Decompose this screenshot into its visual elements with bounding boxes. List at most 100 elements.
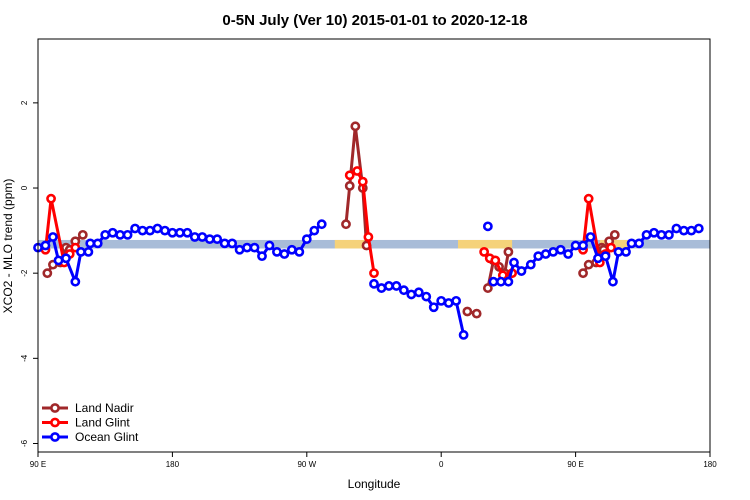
data-point xyxy=(678,225,689,236)
data-point xyxy=(344,170,355,181)
series-ocean-glint xyxy=(33,219,704,340)
y-tick-label: 2 xyxy=(20,100,29,105)
data-point xyxy=(391,281,402,291)
data-point xyxy=(83,246,94,257)
legend-marker xyxy=(50,403,60,413)
data-point xyxy=(593,253,603,264)
data-point xyxy=(174,227,185,238)
data-point xyxy=(42,268,53,279)
data-point xyxy=(130,223,140,234)
x-axis: 90 E 180 90 W 0 90 E 180 xyxy=(30,452,717,469)
data-point xyxy=(563,249,574,259)
series-land-nadir xyxy=(42,121,620,319)
legend-label: Land Nadir xyxy=(75,401,134,415)
data-point xyxy=(363,232,374,242)
data-point xyxy=(583,259,594,270)
data-point xyxy=(606,242,616,253)
data-point xyxy=(350,121,361,132)
chart-title: 0-5N July (Ver 10) 2015-01-01 to 2020-12… xyxy=(222,12,527,29)
data-point xyxy=(352,166,363,176)
x-tick-label: 90 W xyxy=(297,460,316,469)
ocean-band xyxy=(38,239,710,249)
y-tick-label: 0 xyxy=(20,185,29,190)
data-point xyxy=(279,249,290,259)
data-point xyxy=(406,289,417,300)
data-point xyxy=(609,229,620,240)
data-point xyxy=(656,229,667,240)
data-point xyxy=(212,234,223,245)
data-point xyxy=(53,255,64,266)
data-point xyxy=(608,276,618,287)
data-point xyxy=(413,287,424,298)
data-point xyxy=(686,225,697,236)
data-point xyxy=(578,268,588,279)
data-point xyxy=(621,246,631,257)
data-point xyxy=(61,253,71,264)
y-tick-label: -6 xyxy=(20,439,29,447)
data-point xyxy=(548,246,559,257)
data-point xyxy=(115,229,126,240)
data-point xyxy=(145,225,155,236)
data-point xyxy=(227,238,238,249)
data-point xyxy=(671,223,682,234)
data-point xyxy=(137,225,148,236)
data-point xyxy=(613,246,624,257)
y-tick-label: -2 xyxy=(20,269,29,277)
data-point xyxy=(503,276,514,287)
data-point xyxy=(471,308,482,319)
data-point xyxy=(257,251,267,262)
data-point xyxy=(341,219,351,230)
data-point xyxy=(376,283,387,293)
data-point xyxy=(490,255,501,266)
data-point xyxy=(641,229,652,240)
data-point xyxy=(496,276,506,287)
data-point xyxy=(219,238,230,249)
data-point xyxy=(626,238,637,249)
plot-frame xyxy=(37,38,711,453)
data-point xyxy=(479,246,490,257)
data-point xyxy=(286,244,297,255)
data-point xyxy=(525,259,536,270)
data-point xyxy=(540,249,551,259)
data-point xyxy=(160,225,170,236)
y-axis-label: XCO2 - MLO trend (ppm) xyxy=(1,179,15,314)
data-point xyxy=(316,219,327,230)
data-point xyxy=(533,251,544,262)
data-point xyxy=(48,232,58,242)
data-point xyxy=(369,278,379,289)
data-point xyxy=(578,240,588,251)
data-point xyxy=(509,257,519,268)
data-point xyxy=(583,193,594,204)
data-point xyxy=(398,285,409,296)
data-point xyxy=(234,244,245,255)
data-point xyxy=(92,238,103,249)
data-point xyxy=(249,242,260,253)
data-point xyxy=(443,298,454,308)
land-band-segment xyxy=(334,239,365,249)
data-point xyxy=(634,238,644,249)
data-point xyxy=(384,281,394,291)
data-point xyxy=(488,276,499,287)
data-point xyxy=(462,306,473,317)
legend-label: Ocean Glint xyxy=(75,430,139,444)
data-point xyxy=(649,227,659,238)
data-point xyxy=(122,229,133,240)
data-point xyxy=(294,246,305,257)
data-point xyxy=(516,266,527,276)
data-point xyxy=(189,232,200,242)
x-tick-label: 180 xyxy=(703,460,717,469)
data-point xyxy=(570,240,581,251)
data-point xyxy=(451,295,462,306)
x-tick-label: 90 E xyxy=(567,460,583,469)
data-point xyxy=(458,330,469,340)
data-point xyxy=(693,223,704,234)
x-tick-label: 180 xyxy=(166,460,180,469)
data-point xyxy=(301,234,312,245)
data-point xyxy=(357,176,368,187)
data-point xyxy=(167,227,178,238)
x-axis-label: Longitude xyxy=(348,477,401,491)
land-band-segment xyxy=(458,239,513,249)
data-point xyxy=(482,283,493,293)
data-point xyxy=(76,246,86,257)
